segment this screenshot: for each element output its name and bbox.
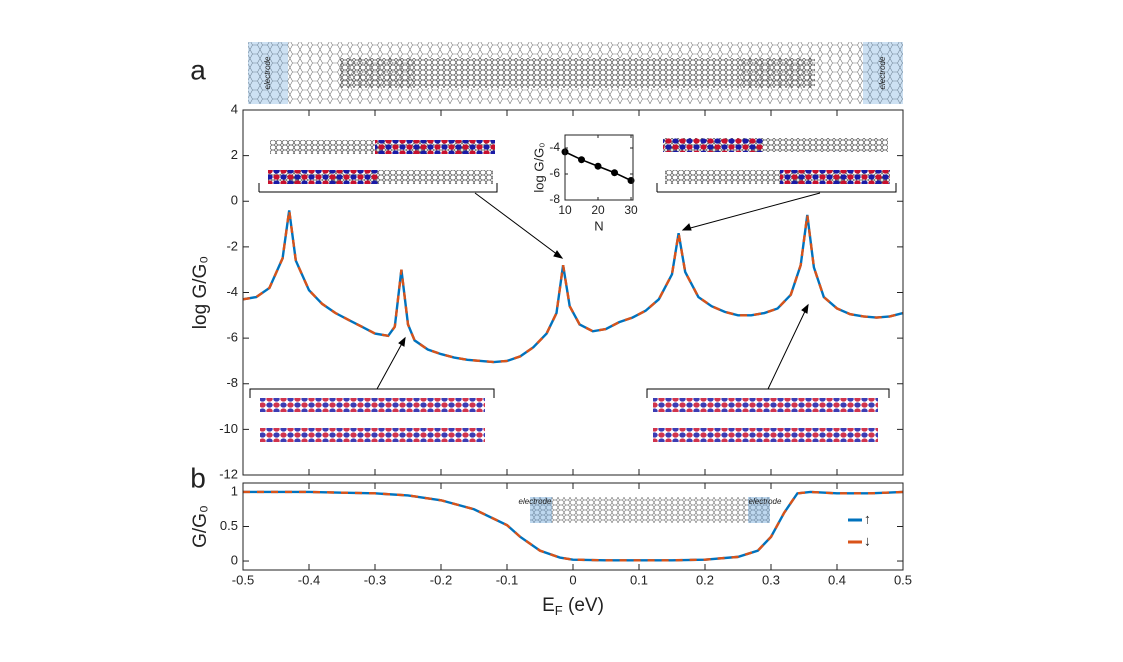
electrode-label: electrode: [263, 56, 272, 89]
y-tick-label: -6: [226, 330, 238, 345]
y-tick-label: 1: [231, 483, 238, 498]
x-tick-label: 10: [558, 203, 572, 217]
x-axis-label-unit: (eV): [563, 595, 604, 616]
x-tick-label: 0.5: [894, 572, 912, 587]
x-tick-label: 0.1: [630, 572, 648, 587]
y-axis-label: G/G₀: [190, 505, 211, 548]
y-tick-label: -4: [549, 140, 560, 154]
x-tick-label: -0.3: [364, 572, 386, 587]
axes-frame: [242, 109, 904, 476]
x-axis-label-main: E: [542, 595, 555, 616]
y-tick-label: -8: [549, 192, 560, 206]
marker: [578, 156, 586, 164]
axes-frame: [564, 134, 634, 201]
marker: [611, 169, 619, 177]
x-tick-label: -0.1: [496, 572, 518, 587]
y-tick-label: -2: [226, 238, 238, 253]
electrode-label: electrode: [519, 497, 552, 506]
y-tick-label: -4: [226, 284, 238, 299]
y-tick-label: 0: [231, 552, 238, 567]
y-axis-label: log G/G₀: [190, 256, 211, 329]
x-tick-label: 30: [624, 203, 638, 217]
marker: [594, 162, 602, 170]
electrode-label: electrode: [749, 497, 782, 506]
x-tick-label: -0.4: [298, 572, 320, 587]
x-axis-label-sub: F: [555, 603, 563, 618]
y-tick-label: 0.5: [220, 518, 238, 533]
y-tick-label: 2: [231, 147, 238, 162]
orbital-insets: [249, 138, 897, 442]
plot-area: [243, 483, 903, 570]
x-tick-label: -0.5: [232, 572, 254, 587]
y-tick-label: 0: [231, 193, 238, 208]
axes-frame: [242, 482, 904, 571]
y-tick-label: -6: [549, 166, 560, 180]
series-line: [242, 210, 904, 364]
y-axis-label: log G/G₀: [531, 142, 546, 192]
legend-label: ↓: [864, 533, 871, 549]
x-tick-label: 20: [591, 203, 605, 217]
panel-label: a: [190, 54, 206, 85]
x-tick-label: 0.2: [696, 572, 714, 587]
x-tick-label: 0: [569, 572, 576, 587]
x-axis-label: N: [594, 218, 603, 233]
x-tick-label: 0.3: [762, 572, 780, 587]
x-axis-label: EF (eV): [542, 595, 604, 618]
electrode-label: electrode: [878, 56, 887, 89]
legend-label: ↑: [864, 511, 871, 527]
y-tick-label: -12: [219, 466, 238, 481]
panel-label: b: [190, 462, 206, 493]
y-tick-label: -10: [219, 421, 238, 436]
x-tick-label: 0.4: [828, 572, 846, 587]
y-tick-label: 4: [231, 101, 238, 116]
series-line: [243, 490, 904, 562]
y-tick-label: -8: [226, 375, 238, 390]
molecule-b: electrode electrode: [519, 497, 782, 523]
molecule-top: electrode electrode: [248, 42, 903, 104]
x-tick-label: -0.2: [430, 572, 452, 587]
